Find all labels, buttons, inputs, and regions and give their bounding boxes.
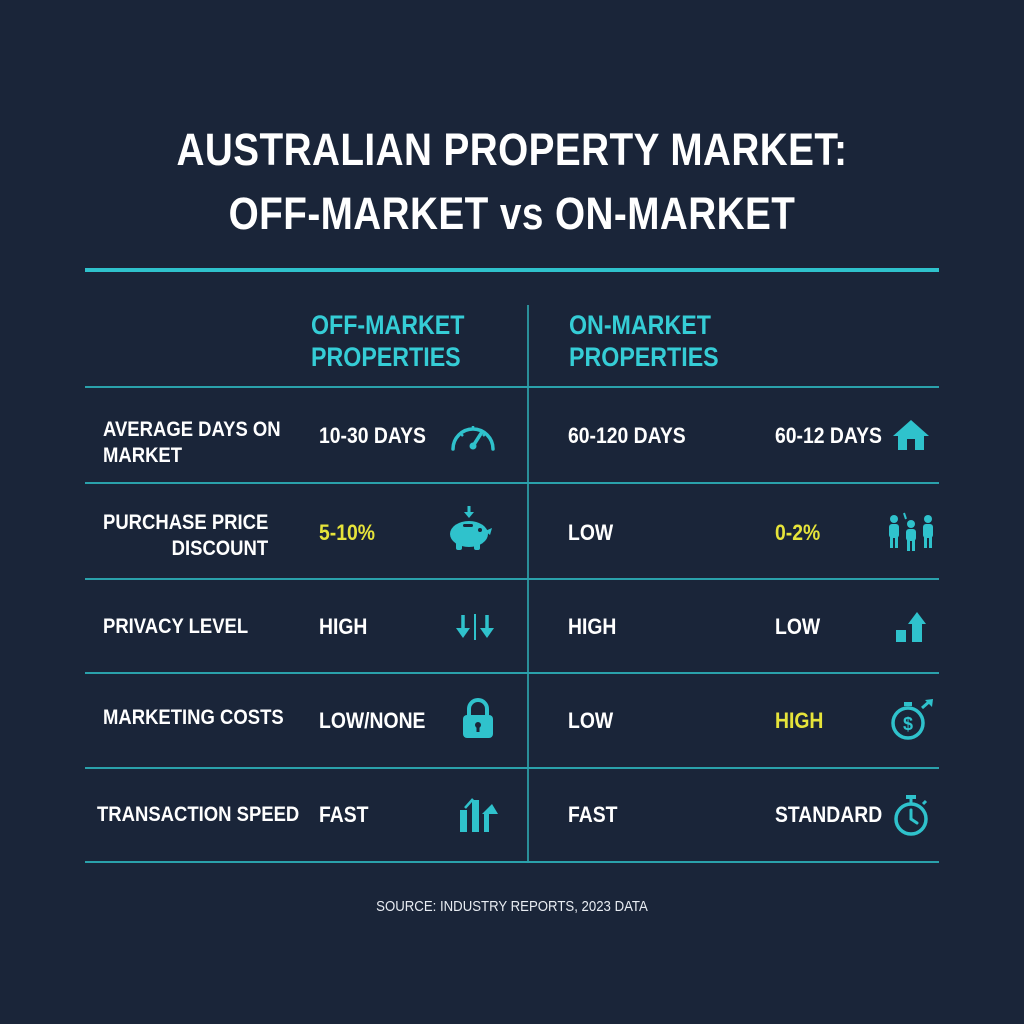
row-label-line: AVERAGE DAYS ON — [103, 418, 281, 441]
off-market-days-value: 10-30 DAYS — [319, 423, 426, 448]
row-divider — [85, 482, 939, 484]
svg-text:$: $ — [903, 714, 913, 734]
on-market-header-line-2: PROPERTIES — [569, 342, 719, 372]
off-market-header-line-2: PROPERTIES — [311, 342, 461, 372]
bar-chart-up-icon — [458, 794, 500, 834]
row-label-line: DISCOUNT — [171, 537, 269, 560]
house-icon — [890, 417, 932, 453]
row-divider — [85, 767, 939, 769]
on-market-header-line-1: ON-MARKET — [569, 310, 711, 340]
row-divider — [85, 386, 939, 388]
row-label-marketing-costs: MARKETING COSTS — [103, 706, 284, 729]
on-market-privacy-value-alt: LOW — [775, 614, 821, 639]
off-market-privacy-value: HIGH — [319, 614, 368, 639]
column-header-on-market: ON-MARKET PROPERTIES — [569, 309, 719, 373]
source-note: SOURCE: INDUSTRY REPORTS, 2023 DATA — [376, 898, 648, 915]
row-divider — [85, 861, 939, 863]
on-market-discount-value: LOW — [568, 520, 614, 545]
off-market-discount-value: 5-10% — [319, 520, 375, 545]
off-market-speed-value: FAST — [319, 802, 369, 827]
bar-arrow-up-icon — [894, 610, 930, 644]
padlock-icon — [460, 698, 496, 740]
stopwatch-icon — [890, 793, 932, 837]
row-label-transaction-speed: TRANSACTION SPEED — [97, 803, 300, 826]
money-stopwatch-icon: $ — [888, 698, 936, 742]
off-market-marketing-value: LOW/NONE — [319, 708, 426, 733]
on-market-speed-value-alt: STANDARD — [775, 802, 883, 827]
row-label-purchase-discount: PURCHASE PRICE DISCOUNT — [103, 510, 268, 562]
row-label-privacy: PRIVACY LEVEL — [103, 615, 249, 638]
people-icon — [886, 510, 936, 552]
page-title: AUSTRALIAN PROPERTY MARKET: OFF-MARKET v… — [72, 118, 953, 246]
on-market-marketing-value: LOW — [568, 708, 614, 733]
speedometer-icon — [448, 418, 498, 454]
on-market-marketing-value-alt: HIGH — [775, 708, 824, 733]
title-line-2: OFF-MARKET vs ON-MARKET — [228, 188, 796, 239]
title-line-1: AUSTRALIAN PROPERTY MARKET: — [176, 124, 848, 175]
off-market-header-line-1: OFF-MARKET — [311, 310, 465, 340]
piggy-bank-icon — [444, 504, 494, 552]
on-market-days-value: 60-120 DAYS — [568, 423, 686, 448]
row-label-line: MARKET — [103, 444, 183, 467]
row-label-average-days: AVERAGE DAYS ON MARKET — [103, 417, 281, 469]
on-market-days-value-alt: 60-12 DAYS — [775, 423, 882, 448]
column-header-off-market: OFF-MARKET PROPERTIES — [311, 309, 464, 373]
title-underline — [85, 268, 939, 272]
arrows-down-icon — [454, 612, 496, 642]
on-market-speed-value: FAST — [568, 802, 618, 827]
row-label-line: PURCHASE PRICE — [103, 511, 269, 534]
column-divider — [527, 305, 529, 861]
on-market-privacy-value: HIGH — [568, 614, 617, 639]
on-market-discount-value-alt: 0-2% — [775, 520, 821, 545]
row-divider — [85, 672, 939, 674]
row-divider — [85, 578, 939, 580]
